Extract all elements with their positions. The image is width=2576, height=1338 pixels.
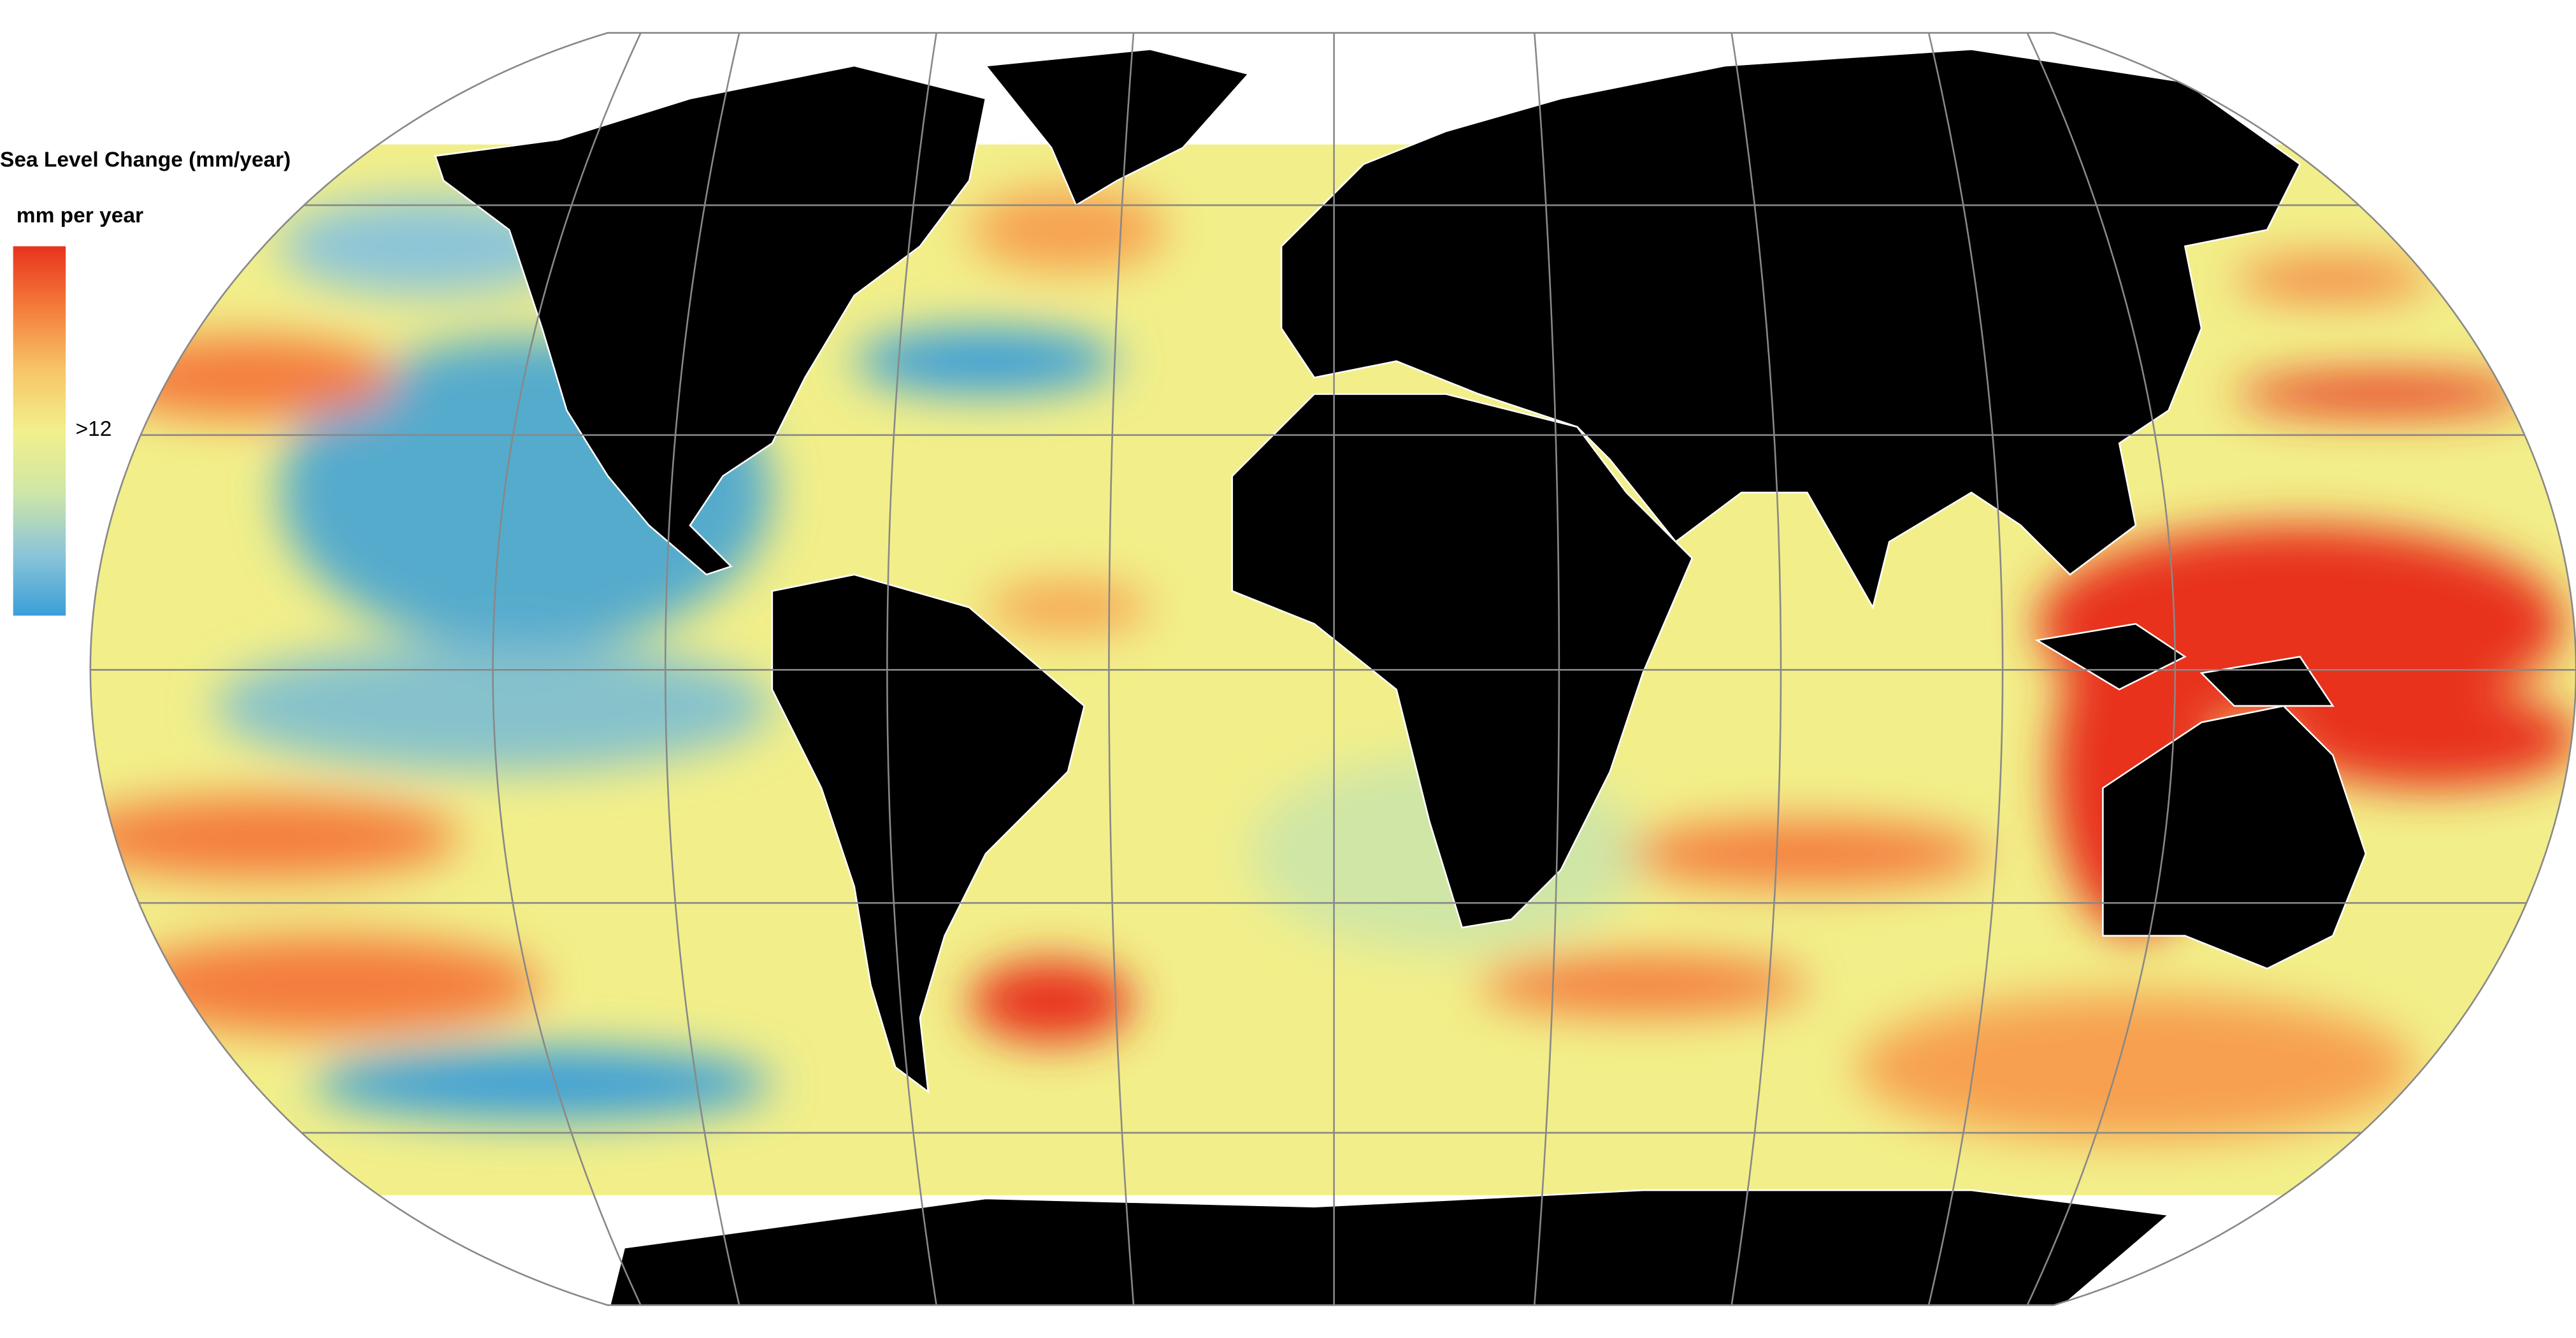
greenland	[984, 48, 1250, 206]
antarctica	[607, 1189, 2171, 1306]
colorbar	[13, 246, 66, 616]
map-outline	[89, 32, 2576, 1306]
land	[434, 48, 2367, 1306]
islands	[2034, 622, 2335, 707]
legend-subtitle: mm per year	[17, 204, 143, 227]
graticule	[90, 32, 2576, 1306]
eurasia	[1280, 48, 2301, 610]
legend-title: Sea Level Change (mm/year)	[0, 148, 291, 171]
north-america	[434, 64, 987, 576]
africa	[1231, 393, 1694, 929]
colorbar-tick-label: >12	[76, 417, 112, 441]
south-america	[771, 573, 1086, 1094]
